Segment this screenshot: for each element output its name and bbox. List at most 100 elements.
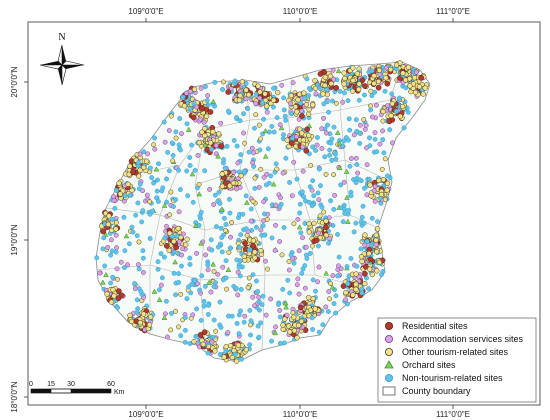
- site-point: [330, 98, 335, 104]
- site-point: [350, 77, 356, 84]
- site-point: [199, 105, 205, 112]
- site-point: [262, 211, 268, 217]
- site-point: [202, 283, 208, 289]
- site-point: [305, 111, 312, 117]
- site-point: [367, 256, 374, 263]
- site-point: [273, 161, 279, 167]
- site-point: [200, 341, 206, 347]
- site-point: [243, 193, 249, 199]
- site-point: [168, 113, 174, 119]
- site-point: [238, 308, 243, 314]
- site-point: [155, 266, 161, 272]
- site-point: [203, 113, 210, 119]
- site-point: [327, 152, 333, 158]
- bottom-tick-label-109: 109°0'0"E: [128, 410, 163, 419]
- site-point: [375, 84, 382, 91]
- site-point: [196, 140, 202, 146]
- site-point: [357, 177, 363, 183]
- site-point: [220, 87, 226, 92]
- site-point: [192, 222, 199, 228]
- site-point: [317, 213, 323, 219]
- site-point: [303, 147, 310, 154]
- site-point: [173, 197, 179, 203]
- site-point: [152, 146, 158, 152]
- site-point: [222, 165, 228, 171]
- site-point: [223, 343, 229, 350]
- site-point: [216, 189, 222, 195]
- site-point: [330, 67, 336, 73]
- site-point: [282, 316, 288, 322]
- site-point: [117, 191, 123, 197]
- site-point: [314, 142, 320, 148]
- site-point: [287, 180, 293, 185]
- site-point: [347, 127, 353, 133]
- site-point: [330, 273, 336, 279]
- site-point: [289, 136, 295, 141]
- site-point: [182, 339, 188, 345]
- site-point: [327, 73, 334, 79]
- site-point: [354, 128, 360, 134]
- site-point: [225, 330, 231, 335]
- legend-label-2: Other tourism-related sites: [402, 347, 509, 357]
- site-point: [291, 314, 297, 320]
- site-point: [139, 219, 145, 225]
- site-point: [136, 186, 142, 192]
- site-point: [209, 247, 215, 253]
- site-point: [342, 75, 348, 82]
- site-point: [161, 314, 168, 320]
- site-point: [248, 322, 253, 328]
- site-point: [241, 253, 247, 259]
- site-point: [368, 88, 374, 94]
- site-point: [182, 315, 188, 321]
- site-point: [301, 90, 307, 96]
- site-point: [281, 225, 287, 230]
- site-point: [328, 80, 334, 87]
- site-point: [361, 220, 367, 226]
- site-point: [285, 277, 291, 283]
- site-point: [300, 168, 306, 174]
- site-point: [380, 176, 387, 183]
- site-point: [358, 254, 365, 260]
- site-point: [380, 137, 386, 143]
- site-point: [125, 181, 131, 187]
- site-point: [129, 187, 135, 193]
- site-point: [273, 202, 279, 208]
- site-point: [348, 256, 354, 261]
- site-point: [328, 140, 334, 146]
- site-point: [113, 232, 119, 238]
- site-point: [312, 306, 318, 312]
- site-point: [242, 313, 248, 319]
- site-point: [326, 240, 332, 246]
- site-point: [362, 281, 368, 287]
- site-point: [273, 222, 279, 228]
- site-point: [316, 166, 322, 172]
- site-point: [243, 87, 249, 93]
- site-point: [219, 171, 225, 177]
- legend-symbol-2: [384, 347, 393, 356]
- site-point: [257, 89, 263, 95]
- site-point: [248, 218, 254, 224]
- site-point: [353, 220, 359, 226]
- site-point: [147, 165, 153, 171]
- site-point: [241, 111, 247, 117]
- site-point: [294, 335, 300, 341]
- site-point: [327, 236, 333, 241]
- site-point: [315, 135, 320, 140]
- site-point: [176, 324, 181, 330]
- site-point: [126, 241, 132, 247]
- bottom-tick-label-111: 111°0'0"E: [436, 410, 470, 419]
- legend-label-1: Accommodation services sites: [402, 334, 524, 344]
- site-point: [347, 163, 353, 169]
- site-point: [97, 270, 103, 276]
- site-point: [378, 191, 385, 198]
- site-point: [243, 226, 249, 232]
- site-point: [319, 126, 325, 132]
- site-point: [346, 207, 352, 213]
- site-point: [155, 259, 161, 265]
- site-point: [286, 259, 292, 264]
- site-point: [189, 281, 195, 287]
- scale-label-15: 15: [47, 381, 55, 388]
- site-point: [361, 117, 367, 122]
- site-point: [275, 89, 281, 96]
